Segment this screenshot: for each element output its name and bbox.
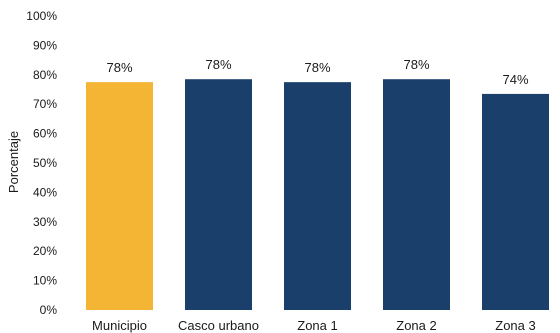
category-labels-group: Municipio Casco urbano Zona 1 Zona 2 Zona 3	[92, 318, 536, 333]
data-label: 78%	[403, 57, 429, 72]
y-tick-label: 70%	[33, 97, 57, 111]
y-axis-title: Porcentaje	[6, 131, 21, 193]
y-tick-label: 50%	[33, 156, 57, 170]
bar-4	[482, 93, 549, 310]
y-tick-label: 10%	[33, 274, 57, 288]
y-tick-label: 30%	[33, 215, 57, 229]
y-tick-label: 20%	[33, 244, 57, 258]
category-label: Zona 3	[495, 318, 535, 333]
category-label: Zona 1	[297, 318, 337, 333]
data-label: 74%	[502, 72, 528, 87]
bar-1	[185, 79, 252, 311]
bar-2	[284, 82, 351, 311]
category-label: Municipio	[92, 318, 147, 333]
y-tick-label: 100%	[26, 9, 57, 23]
bar-0	[86, 82, 153, 311]
y-tick-label: 60%	[33, 127, 57, 141]
data-label: 78%	[205, 57, 231, 72]
category-label: Zona 2	[396, 318, 436, 333]
data-labels-group: 78% 78% 78% 78% 74%	[106, 57, 528, 87]
bar-3	[383, 79, 450, 311]
y-tick-label: 40%	[33, 185, 57, 199]
y-tick-label: 0%	[40, 303, 58, 317]
y-tick-label: 90%	[33, 38, 57, 52]
data-label: 78%	[106, 60, 132, 75]
y-axis-ticks: 0% 10% 20% 30% 40% 50% 60% 70% 80% 90% 100%	[26, 9, 57, 317]
y-tick-label: 80%	[33, 68, 57, 82]
category-label: Casco urbano	[178, 318, 259, 333]
data-label: 78%	[304, 60, 330, 75]
bars-group	[86, 79, 549, 311]
